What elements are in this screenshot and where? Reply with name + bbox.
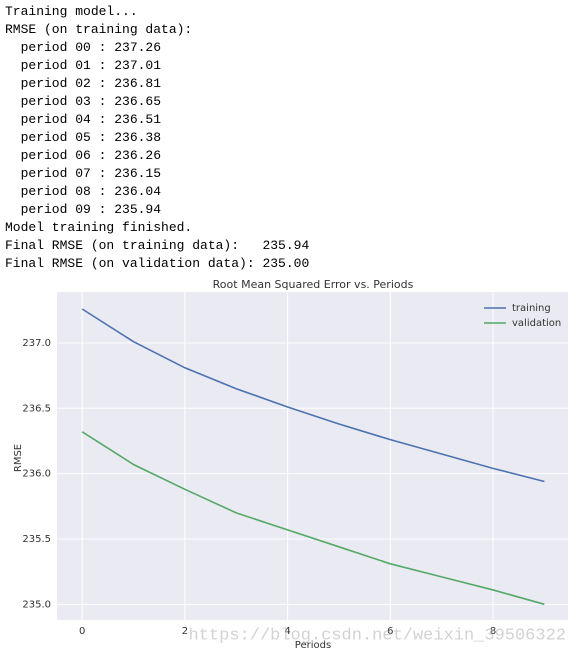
x-tick-label: 0 — [79, 626, 85, 637]
log-line: Training model... — [5, 4, 138, 19]
log-line: period 03 : 236.65 — [5, 94, 162, 109]
y-tick-label: 235.0 — [22, 599, 51, 610]
y-tick-label: 236.5 — [22, 403, 51, 414]
x-tick-label: 2 — [182, 626, 188, 637]
log-line: period 09 : 235.94 — [5, 202, 162, 217]
y-tick-label: 237.0 — [22, 338, 51, 349]
x-tick-label: 4 — [284, 626, 290, 637]
legend-label: validation — [512, 318, 561, 329]
y-axis-label: RMSE — [13, 444, 24, 472]
log-line: Final RMSE (on training data): 235.94 — [5, 238, 310, 253]
watermark: https://blog.csdn.net/weixin_39506322 — [189, 626, 566, 645]
log-line: period 08 : 236.04 — [5, 184, 162, 199]
log-line: RMSE (on training data): — [5, 22, 193, 37]
legend-label: training — [512, 303, 551, 314]
log-line: period 05 : 236.38 — [5, 130, 162, 145]
log-line: period 00 : 237.26 — [5, 40, 162, 55]
log-line: period 07 : 236.15 — [5, 166, 162, 181]
x-tick-label: 8 — [490, 626, 496, 637]
log-line: period 01 : 237.01 — [5, 58, 162, 73]
line-series — [81, 431, 545, 606]
chart-title: Root Mean Squared Error vs. Periods — [213, 278, 414, 291]
log-line: Final RMSE (on validation data): 235.00 — [5, 256, 310, 271]
x-axis-label: Periods — [295, 640, 331, 651]
output-log: Training model... RMSE (on training data)… — [5, 3, 309, 273]
y-tick-label: 235.5 — [22, 534, 51, 545]
log-line: period 06 : 236.26 — [5, 148, 162, 163]
x-tick-label: 6 — [387, 626, 393, 637]
log-line: period 04 : 236.51 — [5, 112, 162, 127]
log-line: period 02 : 236.81 — [5, 76, 162, 91]
y-tick-label: 236.0 — [22, 469, 51, 480]
line-series — [81, 308, 545, 483]
log-line: Model training finished. — [5, 220, 193, 235]
